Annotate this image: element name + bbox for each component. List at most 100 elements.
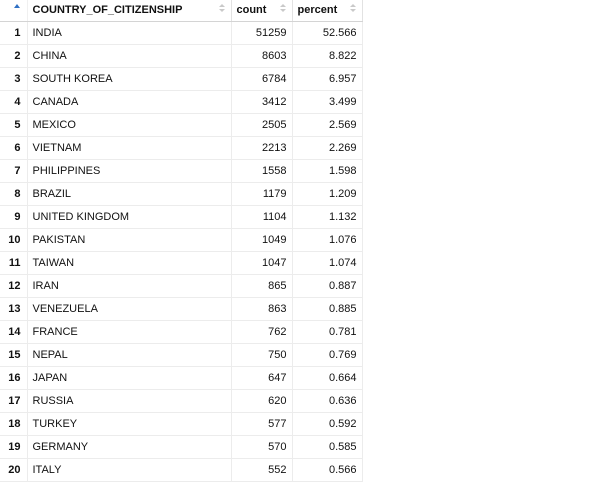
column-header-label: count [236, 4, 267, 16]
cell-count[interactable]: 2213 [231, 136, 293, 160]
cell-count[interactable]: 1104 [231, 205, 293, 229]
cell-count[interactable]: 570 [231, 435, 293, 459]
column-header-count[interactable]: count [231, 0, 293, 22]
cell-percent[interactable]: 52.566 [292, 21, 363, 45]
sort-arrows-icon[interactable] [218, 4, 225, 15]
cell-count[interactable]: 1558 [231, 159, 293, 183]
row-index: 1 [0, 21, 28, 45]
cell-count[interactable]: 762 [231, 320, 293, 344]
cell-percent[interactable]: 0.592 [292, 412, 363, 436]
cell-percent[interactable]: 1.132 [292, 205, 363, 229]
sort-arrows-icon[interactable] [279, 4, 286, 15]
sort-ascending-icon [14, 4, 20, 8]
cell-count[interactable]: 577 [231, 412, 293, 436]
column-header-label: COUNTRY_OF_CITIZENSHIP [32, 4, 183, 16]
row-index: 8 [0, 182, 28, 206]
table-row: 8 BRAZIL 1179 1.209 [0, 182, 363, 206]
cell-percent[interactable]: 0.585 [292, 435, 363, 459]
cell-count[interactable]: 863 [231, 297, 293, 321]
cell-country[interactable]: GERMANY [27, 435, 232, 459]
table-row: 20 ITALY 552 0.566 [0, 458, 363, 482]
cell-count[interactable]: 647 [231, 366, 293, 390]
cell-country[interactable]: TURKEY [27, 412, 232, 436]
table-row: 11 TAIWAN 1047 1.074 [0, 251, 363, 275]
cell-count[interactable]: 3412 [231, 90, 293, 114]
cell-percent[interactable]: 0.887 [292, 274, 363, 298]
row-index: 16 [0, 366, 28, 390]
cell-country[interactable]: IRAN [27, 274, 232, 298]
cell-country[interactable]: MEXICO [27, 113, 232, 137]
cell-percent[interactable]: 1.209 [292, 182, 363, 206]
cell-country[interactable]: RUSSIA [27, 389, 232, 413]
column-header-country[interactable]: COUNTRY_OF_CITIZENSHIP [27, 0, 232, 22]
cell-country[interactable]: PHILIPPINES [27, 159, 232, 183]
cell-country[interactable]: NEPAL [27, 343, 232, 367]
cell-percent[interactable]: 1.074 [292, 251, 363, 275]
table-row: 5 MEXICO 2505 2.569 [0, 113, 363, 137]
cell-percent[interactable]: 0.885 [292, 297, 363, 321]
cell-country[interactable]: INDIA [27, 21, 232, 45]
cell-count[interactable]: 1047 [231, 251, 293, 275]
row-index: 7 [0, 159, 28, 183]
cell-percent[interactable]: 0.636 [292, 389, 363, 413]
cell-count[interactable]: 1049 [231, 228, 293, 252]
sort-arrows-icon[interactable] [349, 4, 356, 15]
table-row: 1 INDIA 51259 52.566 [0, 21, 363, 45]
table-row: 12 IRAN 865 0.887 [0, 274, 363, 298]
cell-count[interactable]: 1179 [231, 182, 293, 206]
cell-percent[interactable]: 0.769 [292, 343, 363, 367]
data-table: COUNTRY_OF_CITIZENSHIP count percent 1 IN… [0, 0, 363, 482]
row-index: 18 [0, 412, 28, 436]
row-index: 4 [0, 90, 28, 114]
row-index-header[interactable] [0, 0, 28, 22]
table-row: 7 PHILIPPINES 1558 1.598 [0, 159, 363, 183]
row-index: 11 [0, 251, 28, 275]
cell-country[interactable]: UNITED KINGDOM [27, 205, 232, 229]
table-row: 3 SOUTH KOREA 6784 6.957 [0, 67, 363, 91]
cell-country[interactable]: BRAZIL [27, 182, 232, 206]
cell-percent[interactable]: 0.664 [292, 366, 363, 390]
cell-percent[interactable]: 0.566 [292, 458, 363, 482]
cell-count[interactable]: 865 [231, 274, 293, 298]
row-index: 19 [0, 435, 28, 459]
cell-count[interactable]: 51259 [231, 21, 293, 45]
table-row: 17 RUSSIA 620 0.636 [0, 389, 363, 413]
cell-country[interactable]: SOUTH KOREA [27, 67, 232, 91]
cell-country[interactable]: JAPAN [27, 366, 232, 390]
table-row: 13 VENEZUELA 863 0.885 [0, 297, 363, 321]
table-body: 1 INDIA 51259 52.566 2 CHINA 8603 8.822 3 SOUTH… [0, 21, 363, 482]
cell-percent[interactable]: 1.076 [292, 228, 363, 252]
row-index: 6 [0, 136, 28, 160]
cell-count[interactable]: 8603 [231, 44, 293, 68]
table-header: COUNTRY_OF_CITIZENSHIP count percent [0, 0, 363, 22]
cell-country[interactable]: TAIWAN [27, 251, 232, 275]
column-header-percent[interactable]: percent [292, 0, 363, 22]
cell-country[interactable]: CANADA [27, 90, 232, 114]
cell-percent[interactable]: 2.569 [292, 113, 363, 137]
table-row: 15 NEPAL 750 0.769 [0, 343, 363, 367]
cell-percent[interactable]: 3.499 [292, 90, 363, 114]
cell-country[interactable]: VENEZUELA [27, 297, 232, 321]
cell-count[interactable]: 6784 [231, 67, 293, 91]
cell-count[interactable]: 552 [231, 458, 293, 482]
cell-count[interactable]: 620 [231, 389, 293, 413]
cell-country[interactable]: PAKISTAN [27, 228, 232, 252]
cell-count[interactable]: 2505 [231, 113, 293, 137]
table-row: 16 JAPAN 647 0.664 [0, 366, 363, 390]
row-index: 13 [0, 297, 28, 321]
cell-percent[interactable]: 2.269 [292, 136, 363, 160]
table-row: 2 CHINA 8603 8.822 [0, 44, 363, 68]
cell-percent[interactable]: 6.957 [292, 67, 363, 91]
cell-count[interactable]: 750 [231, 343, 293, 367]
cell-country[interactable]: ITALY [27, 458, 232, 482]
cell-percent[interactable]: 8.822 [292, 44, 363, 68]
cell-percent[interactable]: 0.781 [292, 320, 363, 344]
row-index: 14 [0, 320, 28, 344]
cell-country[interactable]: CHINA [27, 44, 232, 68]
cell-country[interactable]: FRANCE [27, 320, 232, 344]
row-index: 12 [0, 274, 28, 298]
cell-percent[interactable]: 1.598 [292, 159, 363, 183]
cell-country[interactable]: VIETNAM [27, 136, 232, 160]
table-row: 9 UNITED KINGDOM 1104 1.132 [0, 205, 363, 229]
